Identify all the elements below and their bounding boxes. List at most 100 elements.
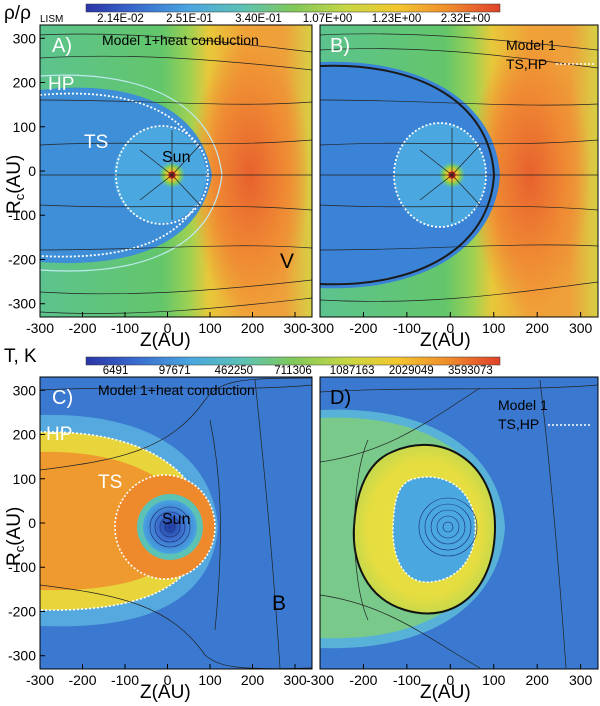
density-colorbar-bar: [85, 3, 501, 13]
panel-a-xtick-label: -300: [26, 320, 54, 336]
y-axis-label-top-text: Rc(AU): [4, 155, 27, 214]
panel-c-sun-label: Sun: [162, 511, 190, 528]
panel-c-title: Model 1+heat conduction: [98, 382, 255, 398]
panel-c-xtick-label: -100: [111, 672, 139, 688]
panel-b-title: Model 1: [506, 37, 556, 53]
y-axis-label-top: Rc(AU): [4, 155, 27, 214]
panel-b-xtick-label: 200: [526, 320, 550, 336]
panel-c-xtick-label: 200: [241, 672, 265, 688]
panel-c-heliopause: [40, 431, 206, 611]
panel-d-title: Model 1: [498, 397, 548, 413]
panel-d-termination-shock: [392, 476, 477, 583]
y-axis-label-bottom: Rc(AU): [4, 507, 27, 566]
panel-a-hp-label: HP: [48, 74, 74, 95]
panel-b-xtick-label: -300: [306, 320, 334, 336]
panel-d: D) Model 1 TS,HP: [320, 377, 598, 669]
x-axis-label-d: Z(AU): [420, 682, 471, 703]
temperature-colorbar-label: T, K: [4, 346, 37, 367]
panel-b-xtick-label: -100: [393, 320, 421, 336]
panel-c-ts-label: TS: [98, 472, 122, 493]
temperature-colorbar: T, K 6491 97671 462250 711306 1087163 2029049…: [4, 346, 501, 377]
panel-a-ytick-label: 100: [13, 119, 37, 135]
panel-b-xtick-label: -200: [349, 320, 377, 336]
panel-a-title: Model 1+heat conduction: [102, 32, 259, 48]
panel-a-xtick-label: -200: [68, 320, 96, 336]
panel-c-ytick-label: 300: [13, 382, 37, 398]
density-colorbar-value-3: 1.07E+00: [303, 13, 353, 25]
panel-b-xtick-label: 0: [446, 320, 454, 336]
density-colorbar-value-2: 3.40E-01: [235, 13, 282, 25]
panel-c-xtick-label: 0: [164, 672, 172, 688]
temperature-colorbar-value-0: 6491: [103, 365, 129, 377]
panel-d-xtick-label: 0: [446, 672, 454, 688]
panel-c-ytick-label: -300: [8, 648, 36, 664]
panel-a-xtick-label: 0: [164, 320, 172, 336]
panel-a-streamlines: [40, 33, 312, 314]
temperature-colorbar-bar: [85, 356, 501, 366]
panel-d-xtick-label: 200: [526, 672, 550, 688]
panel-a-ts-label: TS: [84, 132, 108, 153]
panel-b-legend-label: TS,HP: [506, 56, 547, 72]
panel-c-xtick-label: 300: [283, 672, 307, 688]
panel-a-v-label: V: [280, 250, 294, 273]
panel-d-xtick-label: -100: [393, 672, 421, 688]
panel-b-xtick-label: 300: [569, 320, 593, 336]
panel-a: A) Model 1+heat conduction HP TS Sun V: [40, 25, 312, 317]
panel-c-termination-shock: [114, 474, 216, 580]
temperature-colorbar-value-5: 2029049: [389, 365, 434, 377]
panel-a-xtick-label: 300: [283, 320, 307, 336]
panel-d-streamlines: [320, 379, 598, 669]
panel-a-ytick-label: -300: [8, 296, 36, 312]
temperature-colorbar-value-2: 462250: [215, 365, 253, 377]
panel-b-streamlines: [320, 33, 598, 302]
panel-b: B) Model 1 TS,HP: [320, 25, 598, 317]
panel-d-xtick-label: -200: [349, 672, 377, 688]
panel-d-heliopause: [352, 443, 497, 615]
panel-b-xtick-label: 100: [482, 320, 506, 336]
panel-c-ytick-label: 200: [13, 427, 37, 443]
panel-a-ytick-label: -200: [8, 251, 36, 267]
temperature-colorbar-value-3: 711306: [274, 365, 312, 377]
panel-c-ytick-label: -200: [8, 603, 36, 619]
panel-d-supersonic-region: [392, 476, 476, 583]
panel-b-frame: [319, 24, 599, 318]
panel-a-ytick-label: 300: [13, 30, 37, 46]
x-axis-label-b: Z(AU): [420, 330, 471, 351]
panel-c-ytick-label: 0: [28, 515, 36, 531]
density-colorbar-value-4: 1.23E+00: [372, 13, 422, 25]
panel-c-streamlines: [40, 377, 312, 669]
y-axis-label-bottom-text: Rc(AU): [4, 507, 27, 566]
panel-c-label: C): [52, 387, 73, 409]
density-colorbar-label: ρ/ρ: [4, 3, 31, 24]
panel-d-xtick-label: 300: [569, 672, 593, 688]
panel-c-xtick-label: 100: [198, 672, 222, 688]
density-colorbar: ρ/ρ LISM 2.14E-02 2.51E-01 3.40E-01 1.07E+0…: [4, 3, 501, 25]
panel-d-xtick-label: 100: [482, 672, 506, 688]
panel-c-spiral: [149, 506, 191, 548]
temperature-colorbar-value-6: 3593073: [448, 365, 493, 377]
panel-a-xtick-label: 200: [241, 320, 265, 336]
x-axis-label-a: Z(AU): [140, 330, 191, 351]
panel-a-xtick-label: -100: [111, 320, 139, 336]
panel-d-xtick-label: -300: [306, 672, 334, 688]
panel-c-xtick-label: -300: [26, 672, 54, 688]
panel-a-sun-label: Sun: [162, 149, 190, 166]
panel-a-xtick-label: 100: [198, 320, 222, 336]
density-colorbar-value-0: 2.14E-02: [97, 13, 144, 25]
temperature-colorbar-value-1: 97671: [159, 365, 191, 377]
panel-c-b-label: B: [272, 592, 286, 615]
panel-c-core: [143, 500, 197, 554]
panel-a-label: A): [52, 35, 72, 57]
panel-d-label: D): [330, 387, 351, 409]
panel-a-ytick-label: -100: [8, 207, 36, 223]
panel-d-spiral: [418, 497, 478, 557]
panel-d-legend-label: TS,HP: [498, 416, 539, 432]
panel-c-ytick-label: 100: [13, 471, 37, 487]
panel-d-frame: [319, 376, 599, 670]
panel-c-xtick-label: -200: [68, 672, 96, 688]
panel-c: C) Model 1+heat conduction HP TS Sun B: [40, 377, 312, 669]
density-colorbar-value-1: 2.51E-01: [166, 13, 213, 25]
panel-a-ytick-label: 0: [28, 163, 36, 179]
panel-b-label: B): [330, 35, 350, 57]
